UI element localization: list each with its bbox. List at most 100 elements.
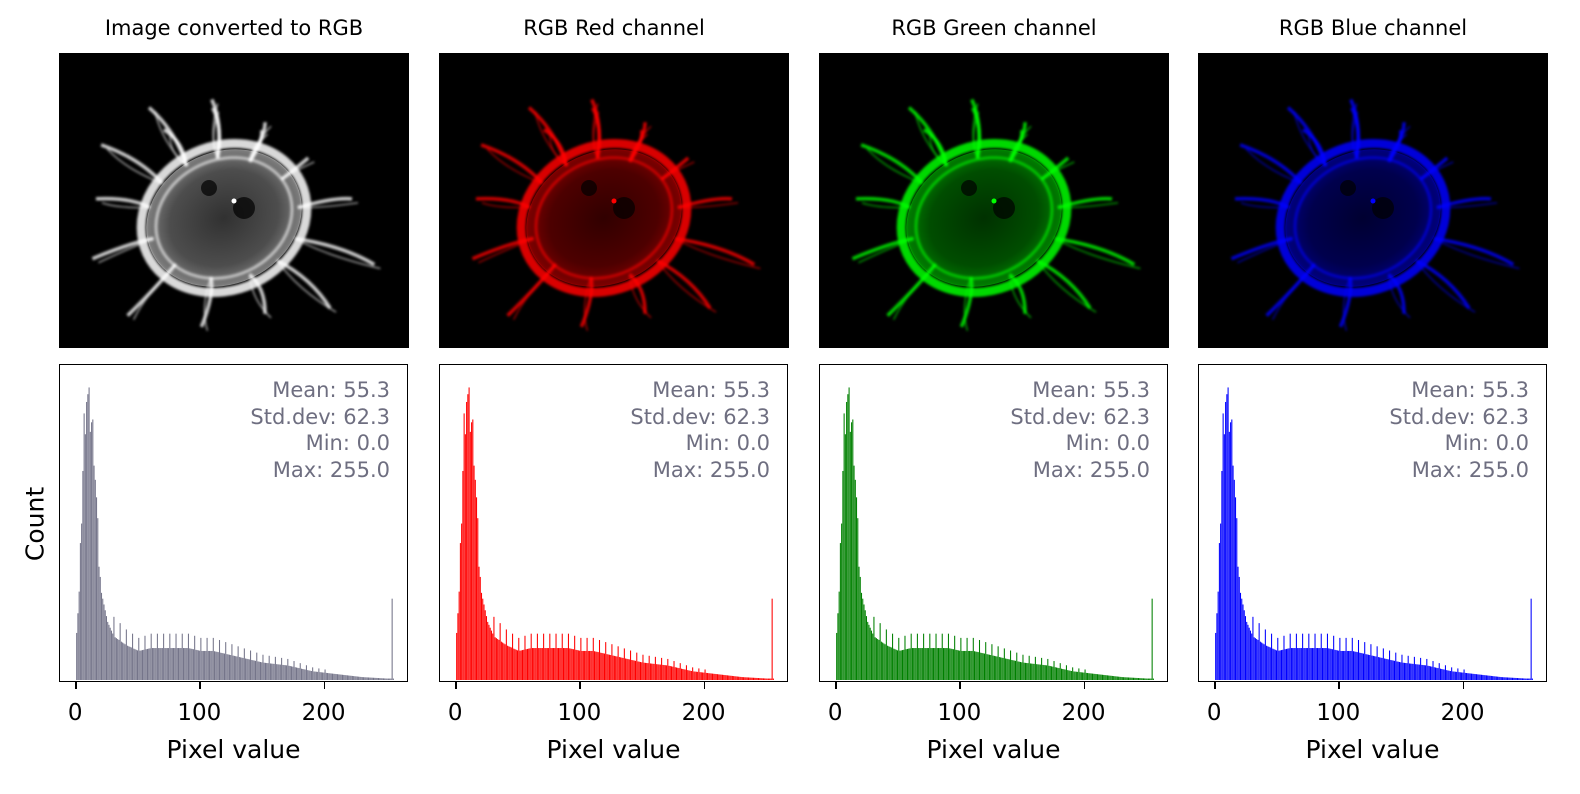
histogram-bar (1089, 673, 1091, 680)
histogram-bar (84, 434, 86, 680)
histogram-bar (1403, 662, 1405, 680)
histogram-bar (382, 678, 384, 680)
histogram-bar (709, 673, 711, 680)
histogram-bar (597, 652, 599, 680)
histogram-bar (1502, 677, 1504, 680)
histogram-bar (716, 674, 719, 680)
histogram-bar (1523, 678, 1525, 680)
histogram-bar (566, 648, 568, 680)
histogram-bar (1528, 678, 1530, 680)
histogram-bar (216, 651, 218, 680)
histogram-bar (764, 678, 766, 680)
stat-min: Min: 0.0 (305, 431, 390, 455)
histogram-bar (1288, 648, 1290, 680)
histogram-bar (1457, 668, 1459, 680)
histogram-bar (928, 648, 930, 680)
histogram-bar (1351, 637, 1353, 680)
histogram-bar (839, 543, 841, 680)
histogram-bar (623, 648, 625, 680)
histogram-bar (606, 654, 608, 680)
histogram-bar (468, 387, 470, 680)
histogram-bar (682, 668, 684, 680)
x-tick-label: 100 (557, 700, 602, 726)
histogram-bar (842, 470, 844, 680)
histogram-bar (1357, 639, 1360, 680)
histogram-bar (757, 678, 760, 680)
histogram-bar (711, 673, 714, 680)
histogram-bar (851, 422, 853, 680)
histogram-bar (248, 659, 250, 680)
histogram-bar (1300, 648, 1302, 680)
histogram-bar (289, 666, 291, 680)
histogram-bar (1459, 672, 1461, 680)
histogram-bar (1448, 670, 1450, 680)
histogram-bar (194, 635, 196, 680)
x-axis: 0 100 200 (439, 682, 788, 726)
histogram-bar (467, 394, 469, 680)
histogram-bar (1330, 648, 1332, 680)
histogram-bar (1019, 661, 1022, 680)
histogram-bar (1343, 650, 1345, 680)
histogram-bar (1261, 642, 1263, 680)
histogram-bar (1500, 677, 1502, 680)
histogram-bar (951, 648, 953, 680)
histogram-bar (1420, 657, 1422, 680)
histogram-bar (1371, 655, 1373, 680)
histogram-bar (1292, 648, 1294, 680)
cell-image (1198, 53, 1548, 348)
histogram-bar (1464, 672, 1466, 680)
histogram-bar (607, 654, 609, 680)
panel-title: RGB Red channel (523, 16, 705, 40)
histogram-bar (1514, 677, 1516, 680)
histogram-bar (854, 479, 856, 680)
histogram-bar (502, 642, 504, 680)
histogram-bar (543, 633, 545, 680)
histogram-bar (1400, 662, 1402, 680)
histogram-bar (233, 655, 235, 680)
histogram-bar (581, 650, 583, 680)
histogram-bar (88, 387, 90, 680)
histogram-bar (680, 668, 683, 680)
histogram-bar (1079, 672, 1081, 680)
histogram-bar (512, 633, 514, 680)
histogram-bar (700, 672, 702, 680)
histogram-bar (1067, 670, 1069, 680)
histogram-bar (752, 677, 755, 680)
histogram-bar (1411, 663, 1413, 680)
histogram-bar (295, 667, 298, 680)
x-axis-label: Pixel value (1305, 735, 1440, 764)
x-axis-label: Pixel value (546, 735, 681, 764)
histogram-bar (1319, 648, 1321, 680)
histogram-bar (1137, 678, 1140, 680)
x-axis-label: Pixel value (166, 735, 301, 764)
histogram-bar (1277, 637, 1279, 680)
histogram-bar (138, 637, 140, 680)
histogram-bar (515, 649, 517, 680)
histogram-bar (952, 649, 954, 680)
histogram-bar (698, 668, 700, 680)
histogram-bar (849, 431, 851, 680)
histogram-bar (1039, 664, 1041, 680)
histogram-bar (92, 419, 94, 680)
histogram-bar (671, 666, 673, 680)
histogram-bar (1430, 666, 1432, 680)
histogram-bar (314, 671, 316, 680)
histogram-bar (605, 642, 607, 680)
histogram-bar (957, 650, 959, 680)
histogram-bar (1000, 657, 1002, 680)
x-tick (323, 682, 326, 689)
histogram-bar (1258, 623, 1260, 680)
histogram-bar (1415, 664, 1417, 680)
histogram-bar (959, 650, 961, 680)
histogram-bar (1244, 616, 1247, 680)
histogram-bar (1116, 676, 1118, 680)
histogram-bar (668, 665, 670, 680)
histogram-bar (1232, 465, 1234, 680)
histogram-bar (843, 413, 845, 680)
histogram-bar (379, 678, 381, 680)
histogram-bar (1433, 667, 1435, 680)
histogram-bar (499, 623, 501, 680)
histogram-bar (1295, 633, 1297, 680)
histogram-bar (236, 656, 238, 680)
histogram-bar (719, 674, 721, 680)
